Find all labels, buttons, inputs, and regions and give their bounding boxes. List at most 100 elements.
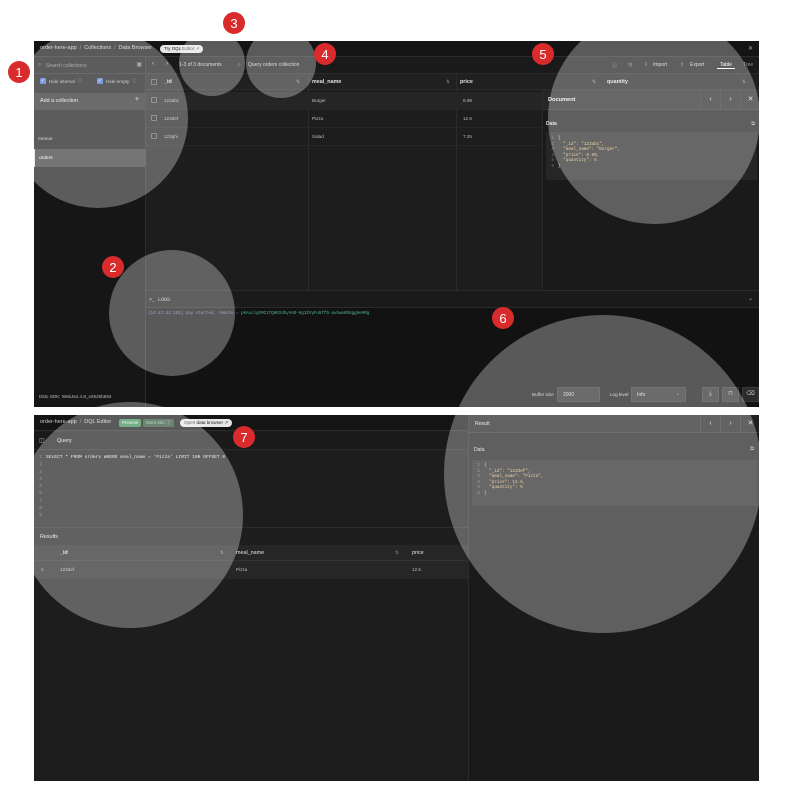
collection-item-menus[interactable]: menus xyxy=(38,137,53,142)
column-header-price[interactable]: price xyxy=(412,550,424,556)
table-row[interactable]: 123abc Burger 8.99 xyxy=(146,92,542,110)
logs-header[interactable]: >_ LOGS ⌄ xyxy=(146,290,759,308)
sort-icon[interactable]: ⇅ xyxy=(742,79,746,84)
trash-icon[interactable]: ⌫ xyxy=(742,387,759,402)
download-icon[interactable]: ⤓ xyxy=(702,387,719,402)
code-line: 5 "quantity": 5 xyxy=(551,158,597,164)
code-line: 4 "price": 8.99, xyxy=(551,152,600,158)
document-panel: Document ‹ › ✕ Data ⧉ 1{ 2 "_id": "123ab… xyxy=(542,90,759,290)
tab-table[interactable]: Table xyxy=(717,62,735,69)
try-dql-editor-button[interactable]: Try DQL Editor ↗ xyxy=(160,45,204,53)
table-row[interactable]: 123def Pizza 12.5 xyxy=(146,110,542,128)
column-header-meal-name[interactable]: meal_name xyxy=(236,550,265,556)
chevron-down-icon[interactable]: ⌄ xyxy=(747,296,753,302)
lock-icon[interactable]: ⊓ xyxy=(722,387,739,402)
breadcrumb-app[interactable]: order-here-app xyxy=(40,45,77,51)
search-icon: ⌕ xyxy=(38,62,42,68)
chevron-right-icon[interactable]: › xyxy=(720,415,740,433)
code-line: 3 xyxy=(39,469,42,475)
help-circle-icon[interactable]: ⓘ xyxy=(612,63,618,69)
results-label: Results xyxy=(40,534,58,540)
row-checkbox[interactable] xyxy=(151,97,157,103)
column-header-meal-name[interactable]: meal_name xyxy=(312,79,342,85)
prev-page-icon[interactable]: ‹ xyxy=(152,61,154,67)
column-header-price[interactable]: price xyxy=(460,79,473,85)
close-icon[interactable]: ✕ xyxy=(740,415,759,433)
query-tab-bar: ◫ Query xyxy=(34,432,468,450)
result-json: 1{ 2 "_id": "123def", 3 "meal_name": "Pi… xyxy=(472,460,757,506)
sdk-version: Ditto SDK: WebJs4.4.8_e2525b684 xyxy=(39,394,112,399)
sidebar-toggle-icon[interactable]: ◫ xyxy=(39,438,45,444)
table-row[interactable]: 123ghi Salad 7.25 xyxy=(146,128,542,146)
log-line: [14:42:32:102] pay started, remote = pkA… xyxy=(148,312,370,316)
close-icon[interactable]: ✕ xyxy=(740,90,759,110)
help-icon[interactable]: ⓘ xyxy=(77,78,83,83)
column-header-quantity[interactable]: quantity xyxy=(607,79,628,85)
sort-icon[interactable]: ⇅ xyxy=(446,79,450,84)
code-line: 6} xyxy=(551,163,561,169)
logs-label: >_ LOGS xyxy=(149,297,171,303)
collection-search: ⌕ ▣ xyxy=(34,57,146,74)
code-line: 7 xyxy=(39,498,42,504)
table-row[interactable]: 1 123def Pizza 12.5 xyxy=(34,561,468,579)
breadcrumb-collections[interactable]: Collections xyxy=(84,45,112,51)
data-label: Data xyxy=(546,121,557,127)
buffer-size-input[interactable]: 2000 xyxy=(557,387,600,402)
checkbox-checked-icon[interactable]: ✓ xyxy=(40,78,46,84)
sort-icon[interactable]: ⇅ xyxy=(220,550,224,555)
chevron-left-icon[interactable]: ‹ xyxy=(700,415,720,433)
hide-internal-label: Hide internal xyxy=(49,78,75,84)
chevron-down-icon: ⌄ xyxy=(675,391,680,397)
copy-icon[interactable]: ⧉ xyxy=(750,446,754,452)
plus-icon: + xyxy=(134,96,139,103)
collections-sidebar: ⌕ ▣ ✓ Hide internal ⓘ ✓ Hide empty ⓘ Add… xyxy=(34,57,146,407)
data-label: Data xyxy=(474,447,485,453)
search-input[interactable] xyxy=(46,61,126,70)
add-collection-button[interactable]: Add a collection + xyxy=(34,93,146,110)
hide-internal-toggle[interactable]: ✓ Hide internal ⓘ xyxy=(40,78,82,84)
preview-badge: Preview xyxy=(119,419,142,427)
row-checkbox[interactable] xyxy=(151,115,157,121)
close-window-icon[interactable]: ✕ xyxy=(747,46,753,52)
tab-query[interactable]: Query xyxy=(57,438,72,444)
breadcrumb-app[interactable]: order-here-app xyxy=(40,419,77,425)
breadcrumb: order-here-app / Collections / Data Browse… xyxy=(40,45,152,51)
code-line: 5 "quantity": 5 xyxy=(477,485,523,491)
column-divider xyxy=(308,74,309,290)
code-line: 6 xyxy=(39,491,42,497)
code-line: 9 xyxy=(39,513,42,519)
history-icon[interactable]: ◷ xyxy=(628,62,633,68)
query-editor[interactable]: 1 SELECT * FROM orders WHERE meal_name = … xyxy=(34,450,468,527)
sort-icon[interactable]: ⇅ xyxy=(296,79,300,84)
log-level-select[interactable]: Info ⌄ xyxy=(631,387,686,402)
code-line: 3 "meal_name": "Burger", xyxy=(551,147,620,153)
callout-number: 3 xyxy=(230,16,237,31)
results-header: Results xyxy=(34,527,468,545)
copy-icon[interactable]: ⧉ xyxy=(751,121,755,127)
more-info-button[interactable]: More info ⓘ xyxy=(143,419,174,427)
code-line: 3 "meal_name": "Pizza", xyxy=(477,474,544,480)
next-page-icon[interactable]: › xyxy=(166,61,168,67)
export-button[interactable]: Export xyxy=(690,62,705,68)
tab-tree[interactable]: Tree xyxy=(743,62,754,68)
sort-icon[interactable]: ⇅ xyxy=(592,79,596,84)
collection-item-orders[interactable]: orders xyxy=(34,149,146,167)
cell-id: 123abc xyxy=(164,98,180,103)
checkbox-checked-icon[interactable]: ✓ xyxy=(97,78,103,84)
chevron-left-icon[interactable]: ‹ xyxy=(700,90,720,110)
callout-number: 1 xyxy=(15,65,22,80)
sort-icon[interactable]: ⇅ xyxy=(395,550,399,555)
query-collection-button[interactable]: Query orders collection xyxy=(248,62,300,68)
hide-empty-toggle[interactable]: ✓ Hide empty ⓘ xyxy=(97,78,137,84)
sidebar-toggle-icon[interactable]: ▣ xyxy=(136,62,142,68)
import-button[interactable]: Import xyxy=(653,62,668,68)
table-header: _id ⇅ meal_name ⇅ price xyxy=(146,74,542,90)
help-icon[interactable]: ⓘ xyxy=(132,78,137,83)
chevron-right-icon[interactable]: › xyxy=(720,90,740,110)
cell-price: 12.5 xyxy=(412,567,421,572)
select-all-checkbox[interactable] xyxy=(151,79,157,85)
open-data-browser-button[interactable]: Open data browser ↗ xyxy=(180,419,233,427)
column-header-id[interactable]: _id xyxy=(164,79,172,85)
row-checkbox[interactable] xyxy=(151,133,157,139)
column-header-id[interactable]: _id xyxy=(60,550,68,556)
